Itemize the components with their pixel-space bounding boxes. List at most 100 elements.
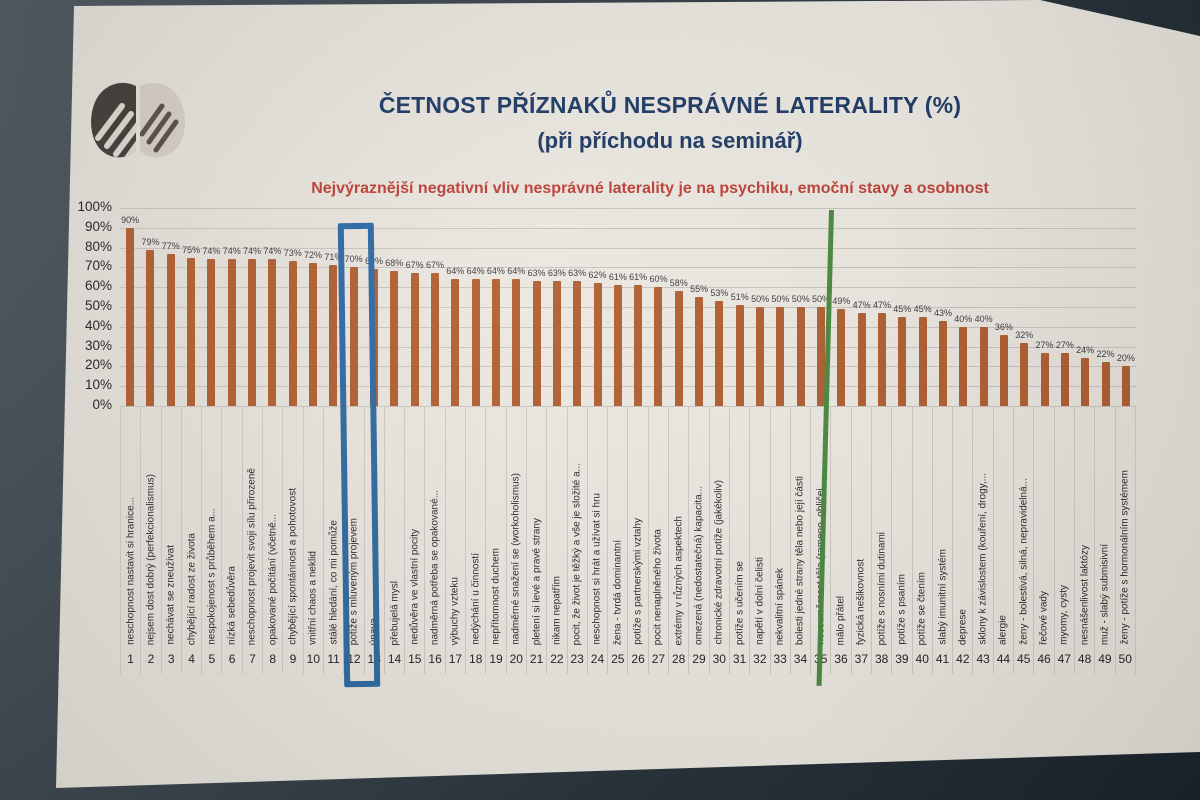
bar-value-label: 67% bbox=[425, 260, 444, 271]
category-label: fyzická nešikovnost bbox=[855, 558, 867, 645]
chart-title: ČETNOST PŘÍZNAKŮ NESPRÁVNÉ LATERALITY (%… bbox=[378, 92, 962, 118]
gridline bbox=[120, 247, 1136, 249]
category-label: přebujelá mysl bbox=[389, 580, 400, 645]
bar bbox=[309, 263, 318, 406]
category-label: ženy - bolestivá, silná, nepravidelná... bbox=[1018, 478, 1030, 645]
category-number: 7 bbox=[243, 648, 264, 674]
bar-value-label: 63% bbox=[568, 268, 587, 279]
bar bbox=[187, 257, 196, 406]
bar-value-label: 77% bbox=[161, 240, 180, 251]
category-cell: potíže s psaním bbox=[892, 406, 913, 648]
bar-value-label: 73% bbox=[283, 248, 302, 259]
bar bbox=[268, 259, 277, 406]
bar bbox=[735, 305, 744, 406]
bar bbox=[1101, 362, 1110, 406]
bar bbox=[776, 307, 785, 406]
category-number: 30 bbox=[710, 648, 730, 674]
category-label: nedůvěra ve vlastní pocity bbox=[409, 529, 421, 645]
category-labels-row: neschopnost nastavit si hranice... nejsem… bbox=[120, 406, 1136, 648]
category-number: 29 bbox=[689, 648, 710, 674]
bar-value-label: 45% bbox=[913, 303, 932, 314]
bar-value-label: 79% bbox=[141, 236, 160, 247]
bar-value-label: 63% bbox=[527, 268, 546, 279]
category-label: nadměrné snažení se (workoholismus) bbox=[510, 473, 522, 645]
bar bbox=[938, 320, 947, 406]
bar bbox=[166, 253, 175, 406]
bar-value-label: 47% bbox=[872, 299, 891, 310]
category-cell: deprese bbox=[953, 406, 974, 648]
category-number: 21 bbox=[527, 648, 548, 674]
plot-area: 90% 79% 77% 75% 74% 74% 74% 74% 73% 72% 71% 70% 69% 6… bbox=[120, 208, 1136, 407]
category-cell: potíže s nosními dutinami bbox=[872, 406, 893, 648]
category-number: 15 bbox=[405, 648, 426, 674]
category-number: 3 bbox=[162, 648, 182, 674]
bar-value-label: 55% bbox=[690, 284, 709, 295]
gridline bbox=[120, 366, 1136, 368]
category-label: nespokojenost s průběhem a... bbox=[206, 508, 218, 645]
category-number: 36 bbox=[831, 648, 852, 674]
category-label: stálé hledání, co mi pomůže bbox=[328, 520, 340, 645]
gridline bbox=[120, 287, 1136, 289]
bar-value-label: 62% bbox=[588, 270, 607, 281]
category-number: 26 bbox=[628, 648, 649, 674]
category-label: potíže s nosními dutinami bbox=[876, 531, 888, 645]
bar bbox=[248, 259, 257, 406]
category-cell: alergie bbox=[994, 406, 1015, 648]
category-label: slabý imunitní systém bbox=[937, 549, 949, 645]
y-axis-tick-label: 20% bbox=[84, 357, 112, 373]
category-number: 8 bbox=[263, 648, 284, 674]
category-number: 6 bbox=[222, 648, 243, 674]
category-number: 20 bbox=[507, 648, 527, 674]
bar-value-label: 40% bbox=[954, 313, 973, 324]
category-cell: nízká sebedůvěra bbox=[222, 406, 243, 648]
category-cell: přebujelá mysl bbox=[385, 406, 406, 648]
bar bbox=[126, 227, 135, 406]
bar bbox=[329, 265, 338, 406]
category-cell: bolesti jedné strany těla nebo její část… bbox=[791, 406, 812, 648]
category-label: sklony k závislostem (kouření, drogy,... bbox=[977, 473, 989, 645]
bar bbox=[674, 291, 683, 406]
category-label: potíže s učením se bbox=[734, 561, 746, 645]
bar bbox=[532, 281, 541, 406]
bar-value-label: 32% bbox=[1015, 329, 1034, 340]
category-cell: napětí v dolní čelisti bbox=[750, 406, 771, 648]
bar-value-label: 64% bbox=[446, 266, 465, 277]
category-cell: nejsem dost dobrý (perfekcionalismus) bbox=[141, 406, 162, 648]
bar-value-label: 70% bbox=[344, 254, 363, 265]
category-number: 11 bbox=[324, 648, 345, 674]
category-label: žena - tvrdá dominantní bbox=[612, 539, 624, 645]
bar-value-label: 27% bbox=[1035, 339, 1054, 350]
y-axis-tick-label: 10% bbox=[84, 377, 112, 393]
bar-value-label: 24% bbox=[1076, 345, 1095, 356]
bar bbox=[430, 273, 439, 406]
bar-value-label: 64% bbox=[466, 266, 485, 277]
category-number: 46 bbox=[1034, 648, 1055, 674]
category-number: 45 bbox=[1014, 648, 1035, 674]
bar bbox=[796, 307, 805, 406]
bar bbox=[878, 312, 886, 406]
category-label: potíže se čtením bbox=[916, 571, 928, 645]
category-number: 39 bbox=[892, 648, 913, 674]
category-label: extrémy v různých aspektech bbox=[673, 515, 685, 646]
bar-value-label: 74% bbox=[222, 246, 241, 257]
bar-value-label: 20% bbox=[1116, 353, 1135, 364]
bar bbox=[695, 297, 704, 406]
category-label: vnitřní chaos a neklid bbox=[307, 551, 319, 645]
bar bbox=[370, 269, 378, 406]
blue-highlight-rectangle bbox=[337, 222, 381, 688]
bar-value-label: 45% bbox=[893, 303, 912, 314]
bar-value-label: 40% bbox=[974, 313, 993, 324]
bar bbox=[491, 279, 500, 406]
category-number: 13 bbox=[365, 648, 385, 674]
category-label: nepřítomnost duchem bbox=[490, 548, 502, 645]
y-axis-tick-label: 40% bbox=[84, 317, 112, 333]
category-label: nesnášenlivost laktózy bbox=[1079, 544, 1091, 645]
category-cell: nepřítomnost duchem bbox=[486, 406, 507, 648]
y-axis-tick-label: 70% bbox=[84, 258, 112, 274]
bar bbox=[959, 326, 968, 406]
category-number: 14 bbox=[385, 648, 406, 674]
category-label: chybějící radost ze života bbox=[186, 532, 198, 645]
category-number: 9 bbox=[283, 648, 304, 674]
bar bbox=[1060, 352, 1069, 406]
category-label: nadměrná potřeba se opakované... bbox=[429, 489, 441, 645]
